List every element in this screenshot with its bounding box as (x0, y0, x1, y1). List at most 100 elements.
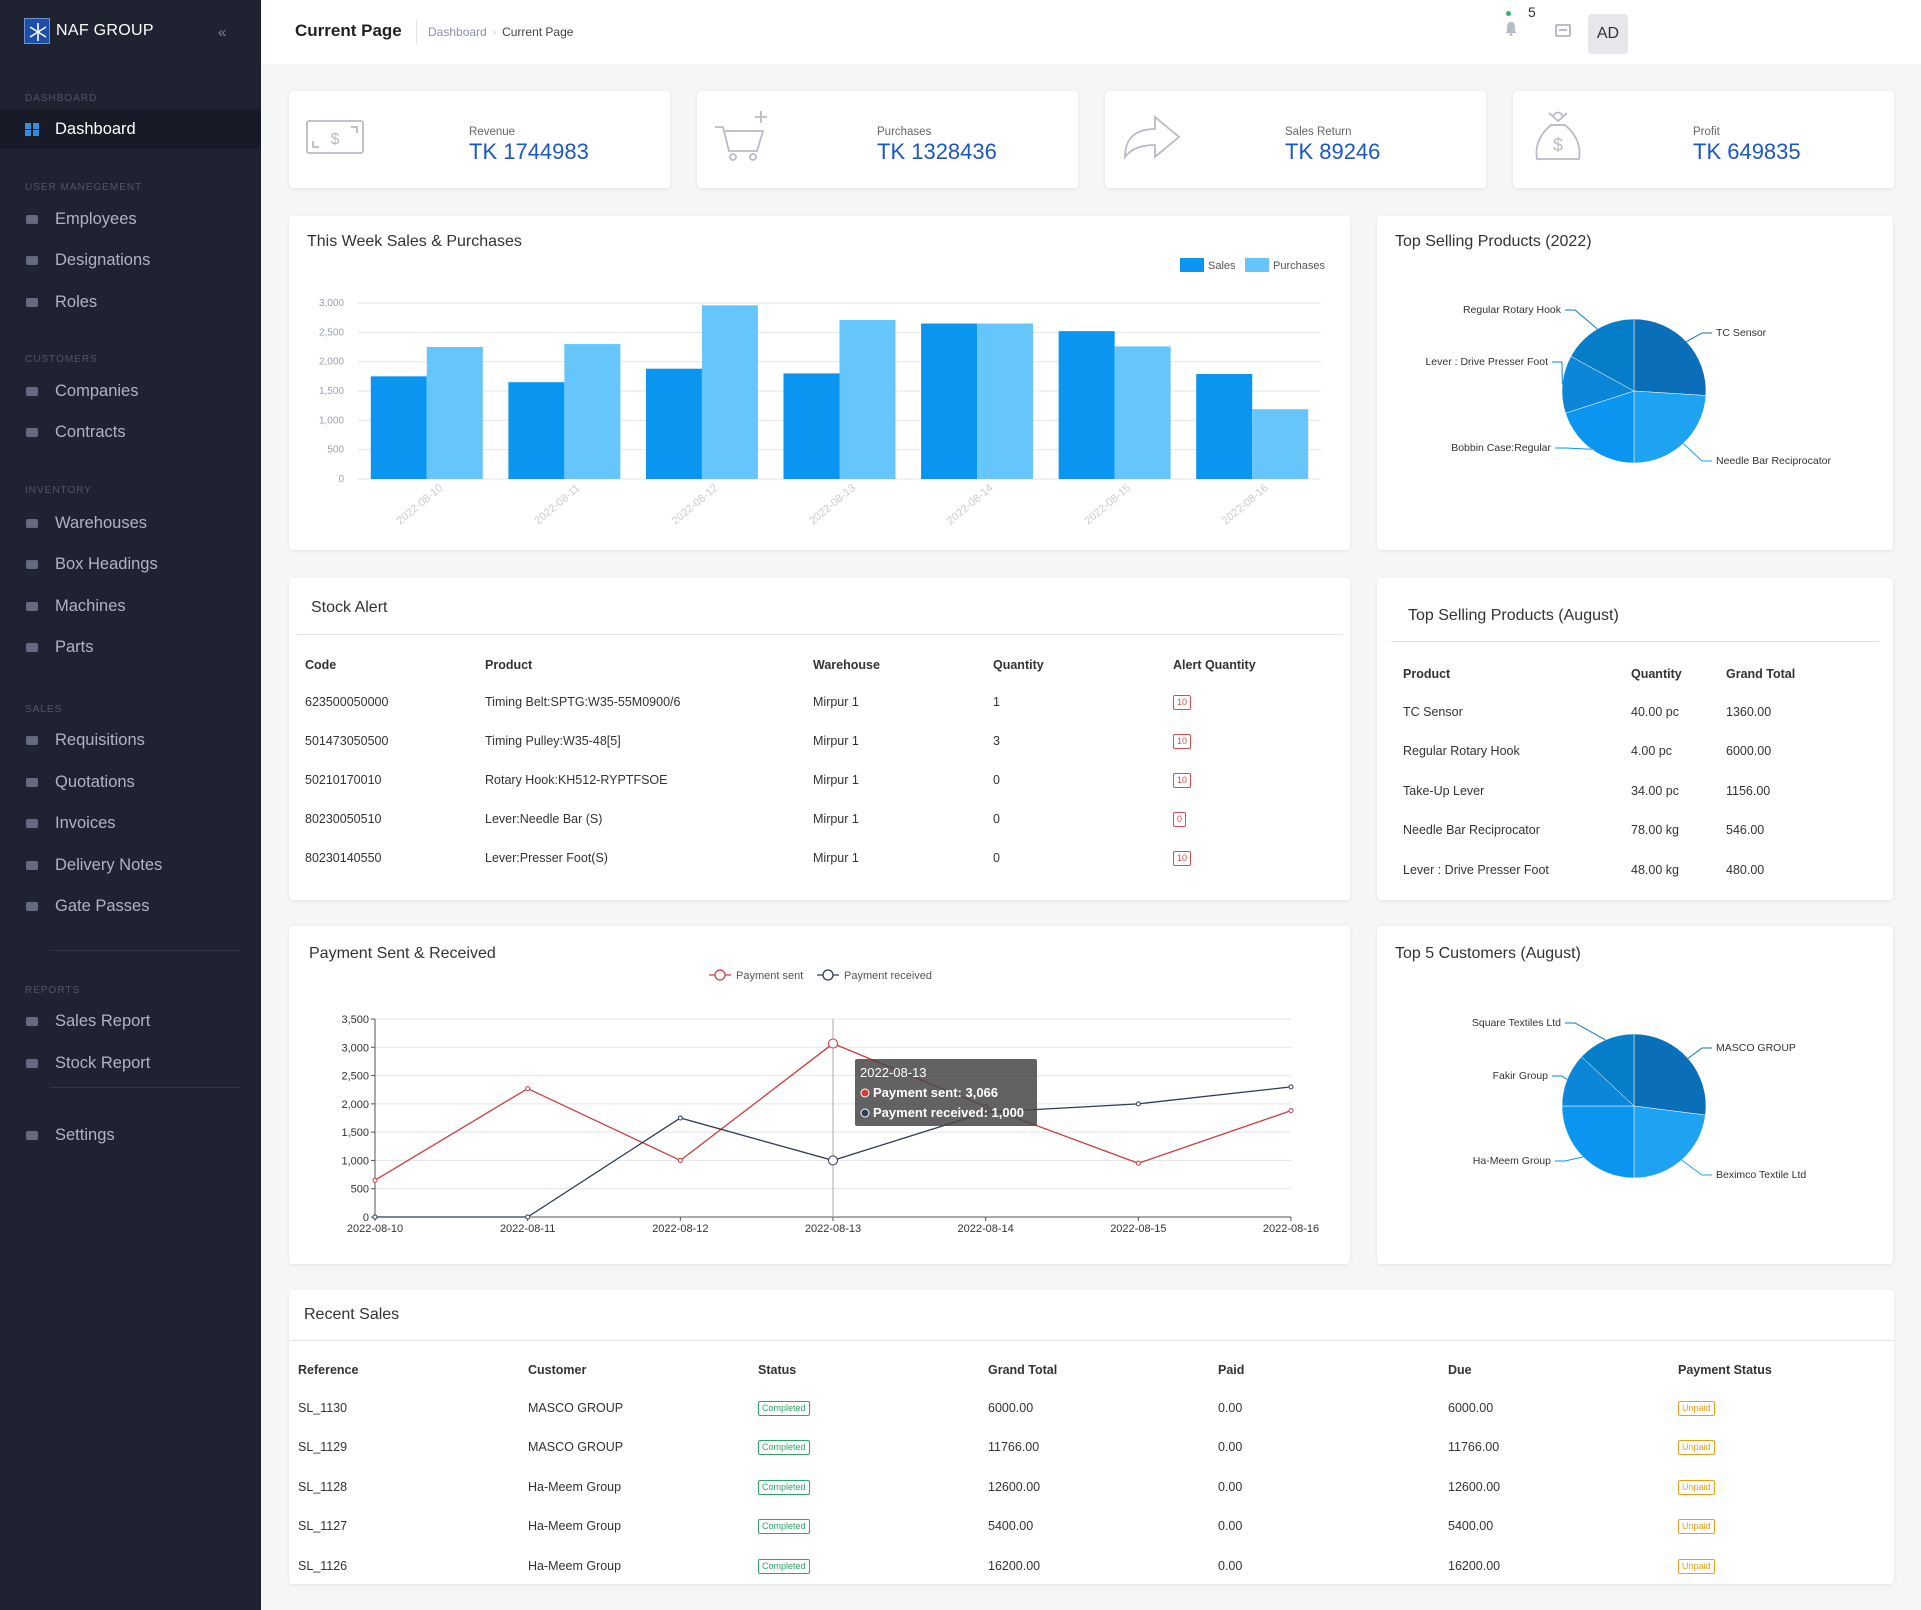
weekly-chart-title: This Week Sales & Purchases (307, 233, 522, 250)
sidebar-item-label: Companies (55, 381, 139, 400)
top-customers-title: Top 5 Customers (August) (1395, 945, 1581, 962)
point-payment-sent[interactable] (372, 1177, 378, 1183)
point-payment-received[interactable] (828, 1155, 838, 1166)
sidebar-item-quotations[interactable]: Quotations (0, 762, 261, 802)
legend-swatch-purchases[interactable] (1245, 258, 1269, 272)
col-quantity: Quantity (993, 658, 1044, 672)
sidebar-item-contracts[interactable]: Contracts (0, 412, 261, 452)
top-products-august-table: Product Quantity Grand Total TC Sensor 40… (1403, 656, 1863, 890)
sidebar-item-designations[interactable]: Designations (0, 240, 261, 280)
quantity-cell: 0 (993, 811, 1000, 826)
customer-cell: Ha-Meem Group (528, 1558, 622, 1573)
bar-sales[interactable] (921, 323, 978, 479)
legend-label[interactable]: Payment sent (736, 970, 803, 982)
legend-swatch-sales[interactable] (1180, 258, 1204, 272)
bell-icon[interactable] (1504, 21, 1518, 36)
bar-purchases[interactable] (1114, 346, 1171, 479)
sidebar-item-box-headings[interactable]: Box Headings (0, 544, 261, 584)
collapse-sidebar-icon[interactable]: « (218, 24, 227, 41)
pie-slice-tc-sensor[interactable] (1633, 318, 1707, 396)
sidebar-item-label: Employees (55, 209, 137, 228)
sidebar-item-requisitions[interactable]: Requisitions (0, 720, 261, 760)
product-cell: Timing Belt:SPTG:W35-55M0900/6 (485, 694, 681, 709)
legend-label[interactable]: Purchases (1273, 260, 1325, 272)
table-row[interactable]: SL_1128 Ha-Meem Group Completed 12600.00 0.0… (298, 1467, 1888, 1507)
bar-purchases[interactable] (564, 344, 621, 479)
stat-card-sales-return: Sales Return TK 89246 (1105, 91, 1486, 188)
stat-card-profit: $ Profit TK 649835 (1513, 91, 1894, 188)
point-payment-sent[interactable] (828, 1038, 838, 1049)
pie-slice-bobbin-case-regular[interactable] (1565, 390, 1635, 464)
sidebar-item-label: Warehouses (55, 513, 148, 532)
pie-slice-ha-meem-group[interactable] (1561, 1105, 1635, 1179)
code-cell: 80230140550 (305, 850, 382, 865)
bar-sales[interactable] (508, 382, 565, 479)
point-payment-received[interactable] (372, 1214, 378, 1220)
pie-label: Fakir Group (1493, 1070, 1549, 1082)
paid-cell: 0.00 (1218, 1479, 1243, 1494)
building-icon (25, 385, 39, 398)
table-row[interactable]: SL_1129 MASCO GROUP Completed 11766.00 0.00 1… (298, 1428, 1888, 1468)
pie-label-line (1555, 447, 1592, 450)
bar-purchases[interactable] (701, 305, 758, 479)
table-row: Lever : Drive Presser Foot 48.00 kg 480.00 (1403, 850, 1863, 890)
col-payment-status: Payment Status (1678, 1363, 1772, 1377)
table-row[interactable]: SL_1130 MASCO GROUP Completed 6000.00 0.00 60… (298, 1388, 1888, 1428)
sidebar-item-warehouses[interactable]: Warehouses (0, 503, 261, 543)
point-payment-sent[interactable] (1288, 1108, 1294, 1114)
bar-purchases[interactable] (426, 347, 483, 479)
point-payment-received[interactable] (525, 1214, 531, 1220)
bar-sales[interactable] (645, 368, 702, 479)
col-warehouse: Warehouse (813, 658, 880, 672)
legend-label[interactable]: Sales (1208, 260, 1236, 272)
sidebar-item-employees[interactable]: Employees (0, 199, 261, 239)
messages-icon[interactable] (1555, 24, 1571, 37)
status-badge: Completed (758, 1479, 810, 1495)
bar-purchases[interactable] (839, 320, 896, 479)
bar-sales[interactable] (1196, 373, 1253, 479)
sidebar-item-gate-passes[interactable]: Gate Passes (0, 886, 261, 926)
sidebar-item-sales-report[interactable]: Sales Report (0, 1001, 261, 1041)
sidebar-item-invoices[interactable]: Invoices (0, 803, 261, 843)
pie-slice-regular-rotary-hook[interactable] (1570, 318, 1635, 392)
sidebar-item-settings[interactable]: Settings (0, 1115, 261, 1155)
payment-status-badge: Unpaid (1678, 1479, 1715, 1495)
sidebar-item-roles[interactable]: Roles (0, 282, 261, 322)
bar-purchases[interactable] (1252, 409, 1309, 479)
bar-sales[interactable] (370, 376, 427, 479)
pie-slice-needle-bar-reciprocator[interactable] (1633, 390, 1707, 464)
bar-sales[interactable] (783, 373, 840, 479)
table-row[interactable]: SL_1127 Ha-Meem Group Completed 5400.00 0.00… (298, 1507, 1888, 1547)
pie-slice-masco-group[interactable] (1633, 1033, 1707, 1116)
sidebar-item-parts[interactable]: Parts (0, 627, 261, 667)
bar-sales[interactable] (1058, 331, 1115, 479)
table-row: 623500050000 Timing Belt:SPTG:W35-55M0900… (305, 682, 1335, 721)
point-payment-received[interactable] (1288, 1084, 1294, 1090)
sidebar-item-machines[interactable]: Machines (0, 586, 261, 626)
sidebar-item-stock-report[interactable]: Stock Report (0, 1043, 261, 1083)
brand[interactable]: NAF GROUP (24, 18, 154, 44)
breadcrumb-dashboard[interactable]: Dashboard (428, 25, 487, 39)
sidebar-item-delivery-notes[interactable]: Delivery Notes (0, 845, 261, 885)
quantity-cell: 3 (993, 733, 1000, 748)
pie-slice-beximco-textile-ltd[interactable] (1633, 1105, 1706, 1179)
legend-label[interactable]: Payment received (844, 970, 932, 982)
point-payment-received[interactable] (1135, 1101, 1141, 1107)
bar-purchases[interactable] (977, 323, 1034, 479)
header-divider (416, 20, 417, 44)
point-payment-sent[interactable] (1135, 1160, 1141, 1166)
sidebar-item-companies[interactable]: Companies (0, 371, 261, 411)
pie-slice-lever-drive-presser-foot[interactable] (1561, 355, 1635, 414)
sidebar-section-dashboard: DASHBOARD (25, 93, 98, 104)
table-row[interactable]: SL_1126 Ha-Meem Group Completed 16200.00 0.0… (298, 1546, 1888, 1586)
grand-total-cell: 12600.00 (988, 1479, 1041, 1494)
avatar[interactable]: AD (1588, 14, 1628, 54)
point-payment-sent[interactable] (677, 1157, 683, 1163)
quantity-cell: 48.00 kg (1631, 862, 1679, 877)
sidebar-item-dashboard[interactable]: Dashboard (0, 109, 261, 149)
point-payment-sent[interactable] (525, 1086, 531, 1092)
pie-slice-square-textiles-ltd[interactable] (1581, 1033, 1635, 1107)
grid-icon (25, 122, 39, 136)
point-payment-received[interactable] (677, 1115, 683, 1121)
code-cell: 80230050510 (305, 811, 382, 826)
